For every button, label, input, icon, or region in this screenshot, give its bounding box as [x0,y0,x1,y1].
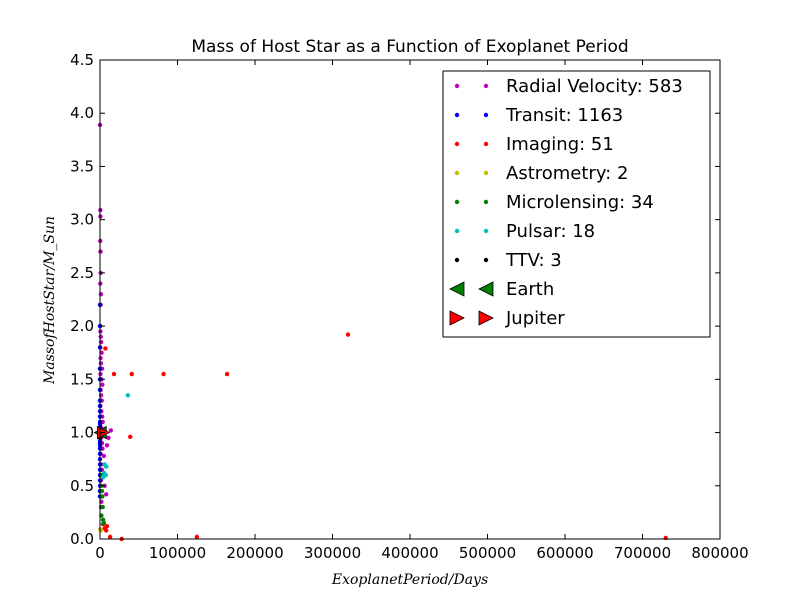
microlensing-point [100,494,105,499]
legend-marker [483,228,489,234]
legend-marker [454,228,460,234]
radial-velocity-point [108,428,114,433]
legend-entry-astrometry: Astrometry: 2 [454,163,628,184]
legend-marker [454,141,460,147]
legend-label: Pulsar: 18 [506,221,595,242]
legend: Radial Velocity: 583 Transit: 1163 Imaging… [442,70,711,338]
radial-velocity-point [98,291,104,297]
x-axis: 0 100000 200000 300000 400000 500000 600000 700… [95,60,749,562]
legend-marker [454,112,460,118]
x-tick-label: 500000 [459,544,516,562]
legend-entry-transit: Transit: 1163 [454,105,623,126]
radial-velocity-point [104,443,110,448]
series-pulsar [100,393,131,480]
radial-velocity-point [106,435,111,441]
legend-marker [483,112,489,118]
legend-entry-earth: Earth [449,279,554,300]
legend-entry-radial-velocity: Radial Velocity: 583 [454,76,683,97]
microlensing-point [100,504,105,510]
imaging-point [224,371,230,377]
legend-entry-imaging: Imaging: 51 [454,134,614,155]
legend-marker [454,83,460,89]
legend-label: Imaging: 51 [506,134,614,155]
legend-marker [478,281,494,297]
legend-label: Microlensing: 34 [506,192,654,213]
pulsar-point [125,393,131,398]
pulsar-point [104,464,109,469]
legend-marker [483,83,489,89]
legend-entry-microlensing: Microlensing: 34 [454,192,654,213]
legend-marker [483,170,489,176]
legend-marker [483,199,489,205]
x-tick-label: 200000 [226,544,283,562]
legend-label: Radial Velocity: 583 [506,76,683,97]
y-tick-label: 3.5 [70,157,94,175]
y-tick-label: 4.5 [70,51,94,69]
legend-marker [483,141,489,147]
legend-marker [449,281,465,297]
legend-entry-pulsar: Pulsar: 18 [454,221,595,242]
legend-entries: Radial Velocity: 583 Transit: 1163 Imaging… [449,76,683,329]
x-tick-label: 400000 [381,544,438,562]
legend-marker [454,257,460,263]
y-tick-label: 0.0 [70,530,94,548]
imaging-point [111,371,117,377]
x-tick-label: 100000 [149,544,206,562]
y-tick-label: 1.5 [70,370,94,388]
radial-velocity-point [98,371,103,377]
legend-label: TTV: 3 [505,250,562,271]
x-tick-label: 700000 [614,544,671,562]
y-tick-label: 1.0 [70,424,94,442]
legend-marker [483,257,489,263]
legend-marker [449,310,465,326]
chart-title: Mass of Host Star as a Function of Exopl… [191,37,628,57]
radial-velocity-point [98,249,103,254]
radial-velocity-point [104,492,109,497]
legend-entry-ttv: TTV: 3 [454,250,562,271]
microlensing-point [101,520,107,526]
imaging-point [104,528,109,533]
microlensing-point [99,488,105,494]
y-tick-label: 4.0 [70,104,94,122]
y-axis: 0.0 0.5 1.0 1.5 2.0 2.5 3.0 3.5 4.0 4.5 [70,51,720,548]
y-tick-label: 0.5 [70,477,94,495]
legend-marker [454,199,460,205]
legend-marker [454,170,460,176]
radial-velocity-point [98,355,103,361]
legend-label: Jupiter [505,308,565,329]
imaging-point [128,434,133,440]
x-tick-label: 800000 [691,544,748,562]
legend-entry-jupiter: Jupiter [449,308,565,329]
y-tick-label: 2.0 [70,317,94,335]
imaging-point [161,371,166,377]
imaging-point [103,346,108,351]
y-tick-label: 3.0 [70,211,94,229]
legend-label: Earth [506,279,554,300]
radial-velocity-point [98,361,104,366]
legend-label: Astrometry: 2 [506,163,628,184]
imaging-point [129,371,134,377]
x-axis-label: ExoplanetPeriod/Days [331,572,488,588]
x-tick-label: 300000 [304,544,361,562]
imaging-point [107,534,113,540]
x-tick-label: 0 [95,544,105,562]
y-tick-label: 2.5 [70,264,94,282]
legend-label: Transit: 1163 [505,105,623,126]
x-tick-label: 600000 [536,544,593,562]
radial-velocity-point [98,334,103,339]
imaging-point [345,332,351,337]
y-axis-label: MassofHostStar/M_Sun [42,216,58,385]
imaging-point [194,534,200,540]
radial-velocity-point [101,453,107,459]
astrometry-point [98,528,103,533]
legend-marker [478,310,494,326]
pulsar-point [100,475,106,480]
radial-velocity-point [100,382,105,387]
